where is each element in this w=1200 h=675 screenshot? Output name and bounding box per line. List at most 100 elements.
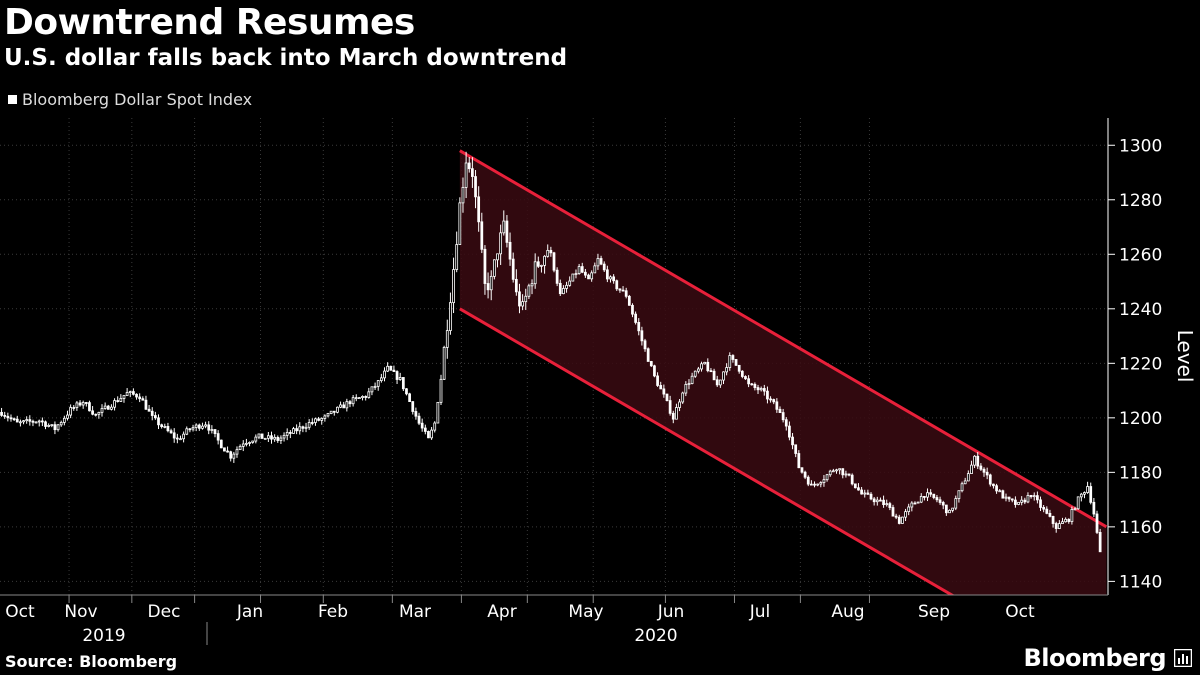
candle-body [282, 434, 286, 439]
candle-body [433, 422, 437, 431]
candle-body [659, 385, 663, 390]
candle-body [41, 420, 44, 423]
candle-body [584, 271, 587, 276]
candle-body [888, 503, 892, 508]
candle-body [310, 422, 314, 424]
candle-body [643, 340, 647, 350]
candle-body [270, 435, 273, 440]
candle-body [850, 474, 854, 485]
candle-body [56, 424, 60, 431]
candle-body [276, 436, 280, 441]
candle-body [1036, 495, 1039, 501]
y-tick-label: 1240 [1119, 300, 1162, 320]
candle-body [138, 396, 142, 400]
candle-body [853, 483, 857, 489]
candle-body [37, 420, 41, 423]
candle-body [612, 276, 616, 282]
candle-body [555, 269, 559, 284]
candle-body [882, 499, 885, 506]
candle-body [690, 375, 694, 384]
candle-body [966, 473, 970, 482]
candle-body [53, 424, 57, 431]
candle-body [731, 355, 735, 360]
candle-body [533, 261, 537, 285]
candle-body [1051, 515, 1055, 524]
candle-body [794, 444, 798, 454]
candle-body [1061, 521, 1064, 525]
candle-body [486, 283, 490, 291]
candle-body [728, 355, 732, 368]
candle-body [461, 187, 465, 204]
candle-body [358, 397, 361, 400]
candle-body [128, 391, 132, 393]
candle-body [354, 397, 358, 400]
y-tick-label: 1180 [1119, 463, 1162, 483]
candle-body [831, 470, 835, 473]
candle-body [737, 364, 741, 372]
candle-body [88, 402, 91, 412]
candle-body [229, 451, 233, 459]
candle-body [332, 410, 336, 413]
candle-body [449, 302, 452, 331]
month-label: Dec [148, 602, 181, 622]
year-label: 2019 [82, 626, 125, 646]
brand: Bloomberg [1024, 644, 1192, 672]
candle-body [1098, 532, 1102, 553]
candle-body [66, 414, 69, 419]
candle-body [288, 432, 292, 434]
candle-body [348, 401, 352, 405]
candle-body [599, 258, 603, 265]
y-tick-label: 1260 [1119, 245, 1162, 265]
candle-body [502, 220, 506, 234]
candle-body [897, 516, 901, 524]
candle-body [185, 428, 189, 435]
candle-body [492, 259, 496, 277]
candle-body [857, 487, 860, 491]
y-axis-label: Level [1173, 330, 1197, 383]
candle-body [367, 391, 371, 398]
candle-body [1023, 499, 1027, 503]
candle-body [1054, 523, 1058, 529]
candle-body [505, 220, 509, 243]
candle-body [634, 313, 637, 323]
candle-body [84, 402, 88, 404]
candle-body [69, 407, 72, 416]
candle-body [791, 436, 794, 446]
candle-body [97, 411, 101, 415]
candle-body [932, 493, 936, 498]
candle-body [1095, 513, 1099, 533]
candle-body [753, 383, 757, 388]
month-label: May [568, 602, 603, 622]
candle-body [417, 415, 421, 424]
candle-body [423, 427, 427, 432]
channel-group [459, 149, 1108, 595]
candle-body [219, 439, 223, 449]
candle-body [788, 425, 791, 438]
candle-body [75, 402, 79, 408]
candle-body [935, 497, 939, 501]
candle-body [455, 244, 459, 270]
candle-body [395, 371, 399, 380]
candle-body [976, 455, 980, 467]
candle-body [364, 396, 368, 398]
candle-body [81, 402, 85, 406]
candle-body [875, 499, 879, 503]
month-label: Aug [831, 602, 864, 622]
candle-body [778, 408, 782, 413]
candle-body [675, 407, 678, 420]
candle-body [697, 368, 700, 372]
candle-body [194, 424, 198, 428]
y-tick-label: 1200 [1119, 409, 1162, 429]
candle-body [314, 418, 317, 423]
candle-body [904, 511, 907, 518]
candle-body [759, 388, 763, 391]
candle-body [1064, 518, 1067, 523]
candle-body [640, 330, 644, 342]
candle-body [163, 426, 167, 428]
candle-body [963, 480, 967, 485]
y-tick-label: 1160 [1119, 518, 1162, 538]
candle-body [1067, 518, 1071, 522]
candle-body [420, 422, 424, 429]
candle-body [1079, 493, 1083, 498]
candle-body [929, 492, 933, 495]
